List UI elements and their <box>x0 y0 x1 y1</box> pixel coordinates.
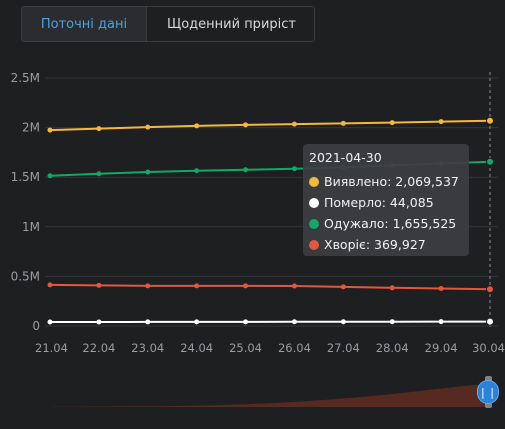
navigator-handle[interactable]: | | <box>477 380 499 404</box>
data-point-detected <box>438 119 444 125</box>
tooltip-row-sick: Хворіє: 369,927 <box>309 234 461 255</box>
range-navigator <box>52 384 490 407</box>
tooltip-row-detected: Виявлено: 2,069,537 <box>309 171 461 192</box>
data-point-recovered <box>486 157 494 166</box>
legend-dot-died <box>309 197 319 208</box>
data-point-died <box>96 319 102 325</box>
series-line-sick <box>49 283 491 291</box>
data-point-sick <box>194 283 200 289</box>
data-point-detected <box>96 126 102 132</box>
legend-dot-recovered <box>309 218 319 229</box>
data-point-recovered <box>96 171 102 177</box>
data-point-died <box>243 319 249 325</box>
data-point-recovered <box>145 169 151 175</box>
tooltip-label-recovered: Одужало: 1,655,525 <box>324 216 457 231</box>
x-tick-label: 27.04 <box>327 341 360 355</box>
data-point-died <box>438 319 444 325</box>
y-axis: 0 0.5M 1M 1.5M 2M 2.5M <box>11 71 40 333</box>
data-point-detected <box>47 127 53 133</box>
x-tick-label: 30.04 <box>472 341 505 355</box>
series-line-detected <box>49 119 491 132</box>
data-point-died <box>291 319 297 325</box>
legend-dot-sick <box>309 239 319 250</box>
data-point-sick <box>145 283 151 289</box>
data-point-sick <box>96 282 102 288</box>
data-point-detected <box>340 120 346 126</box>
x-tick-label: 23.04 <box>131 341 164 355</box>
x-tick-label: 28.04 <box>376 341 409 355</box>
data-point-died <box>194 319 200 325</box>
tooltip-label-died: Померло: 44,085 <box>324 195 434 210</box>
data-point-recovered <box>47 173 53 179</box>
data-point-sick <box>340 284 346 290</box>
y-tick-label: 1M <box>22 220 40 234</box>
tab-daily-growth[interactable]: Щоденний приріст <box>147 7 314 41</box>
data-point-detected <box>243 122 249 128</box>
tooltip-row-recovered: Одужало: 1,655,525 <box>309 213 461 234</box>
x-tick-label: 22.04 <box>82 341 115 355</box>
data-point-sick <box>389 285 395 291</box>
data-point-detected <box>145 124 151 130</box>
data-point-recovered <box>291 166 297 172</box>
x-tick-label: 25.04 <box>229 341 262 355</box>
y-tick-label: 2.5M <box>11 71 40 85</box>
x-tick-label: 29.04 <box>425 341 458 355</box>
data-point-died <box>145 319 151 325</box>
data-point-sick <box>47 282 53 288</box>
x-tick-label: 26.04 <box>278 341 311 355</box>
data-point-detected <box>389 120 395 126</box>
data-point-sick <box>486 285 494 294</box>
tooltip-date: 2021-04-30 <box>309 150 382 165</box>
tooltip-row-died: Померло: 44,085 <box>309 192 461 213</box>
data-point-detected <box>291 121 297 127</box>
data-point-detected <box>194 123 200 129</box>
y-tick-label: 1.5M <box>11 170 40 184</box>
data-point-died <box>340 319 346 325</box>
y-tick-label: 2M <box>22 121 40 135</box>
data-point-died <box>389 319 395 325</box>
tab-current-data[interactable]: Поточні дані <box>22 7 147 41</box>
data-point-sick <box>243 283 249 289</box>
data-point-died <box>486 317 494 326</box>
tooltip-label-sick: Хворіє: 369,927 <box>324 237 426 252</box>
data-point-sick <box>291 283 297 289</box>
legend-dot-detected <box>309 176 319 187</box>
data-point-died <box>47 319 53 325</box>
tooltip-label-detected: Виявлено: 2,069,537 <box>324 174 459 189</box>
tooltip: 2021-04-30 Виявлено: 2,069,537 Померло: … <box>303 144 469 256</box>
data-point-recovered <box>243 167 249 173</box>
data-point-sick <box>438 286 444 292</box>
x-axis: 21.04 22.04 23.04 24.04 25.04 26.04 27.04 28.04… <box>35 341 505 355</box>
y-tick-label: 0.5M <box>11 269 40 283</box>
y-tick-label: 0 <box>32 319 40 333</box>
view-tabs: Поточні дані Щоденний приріст <box>21 6 315 42</box>
data-point-detected <box>486 116 494 125</box>
x-tick-label: 24.04 <box>180 341 213 355</box>
navigator-area <box>52 384 490 407</box>
x-tick-label: 21.04 <box>35 341 68 355</box>
data-point-recovered <box>194 168 200 174</box>
